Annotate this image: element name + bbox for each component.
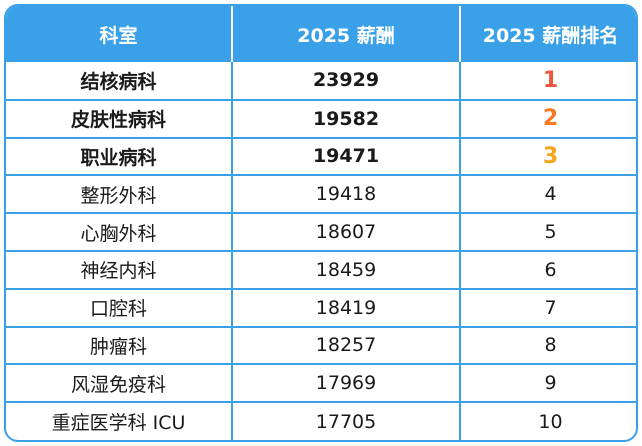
- table-body: 结核病科 23929 1 皮肤性病科 19582 2 职业病科 19471 3 …: [6, 62, 636, 440]
- cell-rank: 4: [459, 174, 636, 214]
- cell-salary: 19471: [231, 136, 460, 176]
- cell-salary: 23929: [231, 62, 460, 100]
- cell-rank: 7: [459, 287, 636, 327]
- cell-rank: 5: [459, 212, 636, 251]
- cell-department: 职业病科: [6, 136, 232, 176]
- cell-rank: 8: [459, 325, 636, 365]
- cell-salary: 18459: [231, 249, 460, 289]
- table-row: 口腔科 18419 7: [6, 287, 636, 327]
- cell-salary: 17705: [231, 401, 460, 440]
- cell-department: 神经内科: [6, 249, 232, 289]
- cell-department: 重症医学科 ICU: [6, 401, 232, 440]
- table-row: 肿瘤科 18257 8: [6, 325, 636, 365]
- salary-ranking-table-container: 科室 2025 薪酬 2025 薪酬排名 结核病科 23929 1 皮肤性病科 …: [4, 4, 638, 442]
- cell-salary: 19418: [231, 174, 460, 214]
- cell-salary: 18257: [231, 325, 460, 365]
- table-row: 风湿免疫科 17969 9: [6, 363, 636, 403]
- cell-salary: 17969: [231, 363, 460, 403]
- header-rank: 2025 薪酬排名: [459, 6, 636, 62]
- cell-salary: 18607: [231, 212, 460, 251]
- header-department: 科室: [99, 24, 138, 47]
- table-row: 结核病科 23929 1: [6, 62, 636, 100]
- table-row: 整形外科 19418 4: [6, 174, 636, 214]
- cell-salary: 19582: [231, 98, 460, 138]
- cell-rank: 6: [459, 249, 636, 289]
- salary-ranking-table: 科室 2025 薪酬 2025 薪酬排名 结核病科 23929 1 皮肤性病科 …: [6, 6, 636, 440]
- table-row: 重症医学科 ICU 17705 10: [6, 401, 636, 440]
- cell-rank: 1: [459, 62, 636, 100]
- cell-department: 皮肤性病科: [6, 98, 232, 138]
- cell-department: 口腔科: [6, 287, 232, 327]
- cell-department: 结核病科: [80, 70, 157, 93]
- table-row: 心胸外科 18607 5: [6, 212, 636, 251]
- cell-rank: 3: [459, 136, 636, 176]
- cell-department: 心胸外科: [6, 212, 232, 251]
- header-row: 科室 2025 薪酬 2025 薪酬排名: [6, 6, 636, 62]
- cell-department: 肿瘤科: [6, 325, 232, 365]
- cell-rank: 9: [459, 363, 636, 403]
- table-row: 职业病科 19471 3: [6, 136, 636, 176]
- table-row: 皮肤性病科 19582 2: [6, 98, 636, 138]
- cell-department: 整形外科: [6, 174, 232, 214]
- cell-rank: 2: [459, 98, 636, 138]
- table-header: 科室 2025 薪酬 2025 薪酬排名: [6, 6, 636, 62]
- table-row: 神经内科 18459 6: [6, 249, 636, 289]
- cell-department: 风湿免疫科: [6, 363, 232, 403]
- cell-rank: 10: [459, 401, 636, 440]
- header-salary: 2025 薪酬: [231, 6, 460, 62]
- cell-salary: 18419: [231, 287, 460, 327]
